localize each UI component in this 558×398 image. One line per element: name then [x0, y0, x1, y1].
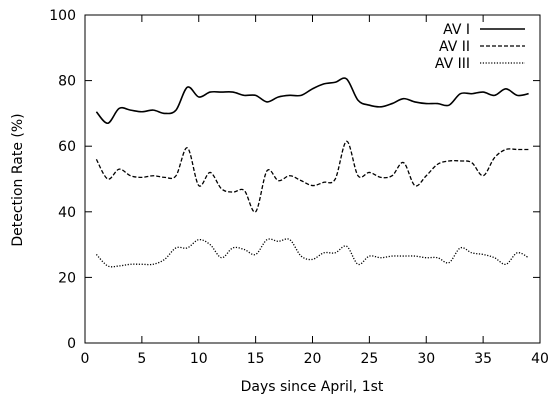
x-tick-label: 30 — [417, 351, 435, 367]
y-axis-title: Detection Rate (%) — [10, 113, 26, 246]
y-tick-label: 0 — [67, 336, 76, 352]
ticks: 0 5 10 15 20 25 30 35 40 0 20 40 60 80 100 — [49, 8, 549, 367]
x-tick-label: 40 — [531, 351, 549, 367]
y-tick-label: 20 — [58, 270, 76, 286]
series-line-1 — [95, 77, 529, 125]
plot-border — [84, 14, 541, 344]
x-tick-label: 10 — [190, 351, 208, 367]
series-line-2 — [95, 140, 529, 213]
x-tick-label: 25 — [360, 351, 378, 367]
legend-label-2: AV II — [439, 39, 470, 55]
x-axis-title: Days since April, 1st — [241, 379, 384, 395]
x-tick-label: 0 — [81, 351, 90, 367]
plot-frame — [84, 14, 541, 344]
x-tick-label: 15 — [247, 351, 265, 367]
series-layer — [95, 77, 529, 268]
x-tick-label: 35 — [474, 351, 492, 367]
series-line-3 — [95, 238, 529, 268]
x-tick-label: 20 — [304, 351, 322, 367]
y-tick-label: 60 — [58, 139, 76, 155]
x-tick-label: 5 — [137, 351, 146, 367]
y-tick-label: 80 — [58, 74, 76, 90]
y-tick-label: 40 — [58, 205, 76, 221]
legend-label-1: AV I — [443, 22, 470, 38]
y-tick-label: 100 — [49, 8, 76, 24]
legend-label-3: AV III — [435, 56, 470, 72]
